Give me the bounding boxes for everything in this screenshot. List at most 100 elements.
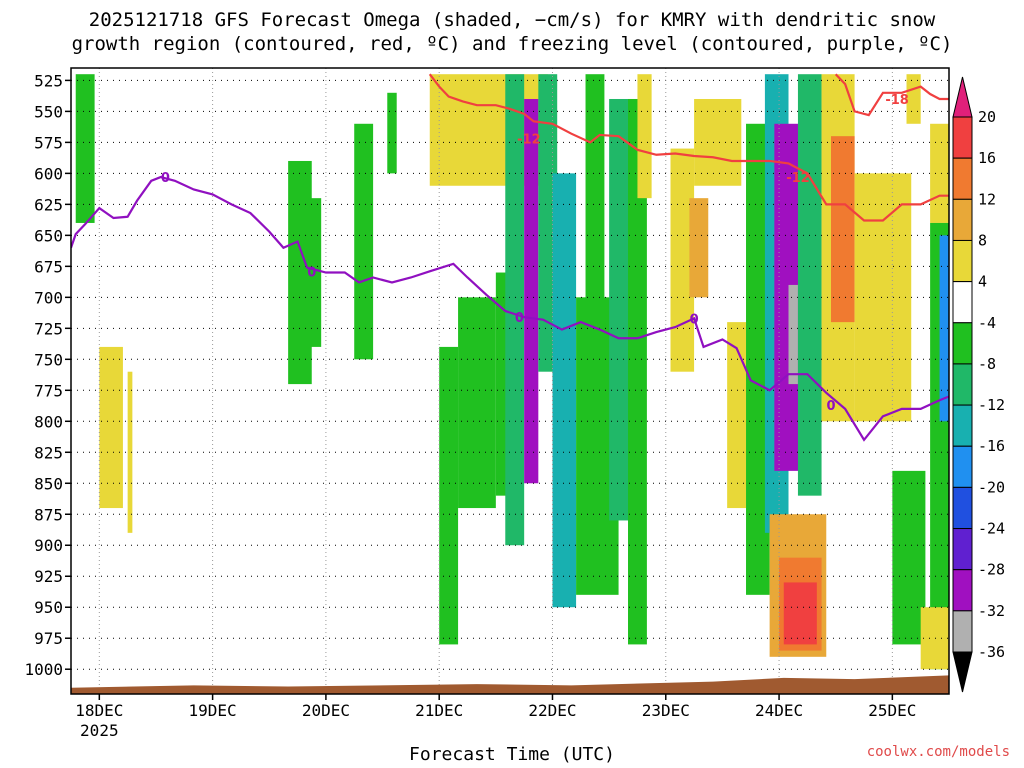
colorbar-label-8: -16	[978, 437, 1005, 455]
contour-line-0	[71, 175, 949, 442]
contour-line-2	[834, 73, 949, 117]
omega-region-28	[788, 284, 798, 385]
omega-region-25	[746, 123, 770, 595]
omega-region-9	[439, 346, 459, 645]
omega-region-38	[930, 123, 949, 223]
colorbar-band-12	[952, 610, 973, 653]
plot-frame	[70, 67, 950, 695]
omega-region-36	[892, 470, 926, 645]
temperature-contours: 0 0 0 0 0 -12 -12 -18	[71, 73, 949, 442]
chart-title: 2025121718 GFS Forecast Omega (shaded, −…	[0, 8, 1024, 56]
y-tick-label-975: 975	[34, 629, 63, 648]
omega-region-6	[354, 123, 374, 360]
colorbar-band-10	[952, 528, 973, 571]
colorbar-label-11: -28	[978, 561, 1005, 579]
colorbar-bottom-arrow	[952, 651, 973, 693]
colorbar: 20 16 12 8 4 -4 -8 -12 -16 -20 -24 -28 -32 -36	[952, 76, 1005, 693]
colorbar-label-7: -12	[978, 396, 1005, 414]
y-tick-label-925: 925	[34, 567, 63, 586]
contour-label-0-1: 0	[307, 265, 316, 280]
colorbar-band-3	[952, 239, 973, 283]
omega-region-40	[939, 235, 949, 422]
grid-lines	[71, 68, 949, 694]
y-tick-label-950: 950	[34, 598, 63, 617]
contour-label-1-1: -12	[786, 171, 810, 186]
y-tick-label-650: 650	[34, 226, 63, 245]
y-tick-label-725: 725	[34, 319, 63, 338]
colorbar-label-2: 12	[978, 190, 996, 208]
y-tick-label-750: 750	[34, 350, 63, 369]
x-tick-label-1: 19DEC	[189, 701, 237, 720]
x-tick-label-0: 18DEC	[75, 701, 123, 720]
y-tick-label-575: 575	[34, 133, 63, 152]
colorbar-label-0: 20	[978, 108, 996, 126]
omega-region-0	[75, 74, 95, 223]
x-axis-label: Forecast Time (UTC)	[409, 744, 615, 765]
omega-region-24	[727, 322, 747, 509]
colorbar-label-1: 16	[978, 149, 996, 167]
contour-label-1-0: -12	[517, 133, 541, 148]
y-tick-label-900: 900	[34, 536, 63, 555]
colorbar-label-5: -4	[978, 314, 996, 332]
omega-shading	[75, 74, 949, 670]
omega-region-32	[783, 582, 817, 645]
omega-region-2	[99, 346, 123, 509]
x-tick-label-2: 20DEC	[302, 701, 350, 720]
colorbar-band-7	[952, 404, 973, 447]
colorbar-label-6: -8	[978, 355, 996, 373]
omega-region-34	[830, 136, 855, 323]
contour-label-0-3: 0	[690, 312, 699, 327]
ground-surface	[71, 675, 949, 694]
y-tick-label-800: 800	[34, 412, 63, 431]
omega-region-35	[854, 173, 912, 422]
colorbar-label-9: -20	[978, 478, 1005, 496]
colorbar-band-0	[952, 116, 973, 159]
omega-region-19	[628, 98, 647, 645]
x-tick-label-3: 21DEC	[415, 701, 463, 720]
title-line-2: growth region (contoured, red, ºC) and f…	[71, 33, 953, 55]
colorbar-band-11	[952, 569, 973, 612]
omega-region-17	[585, 74, 605, 385]
omega-region-3	[127, 371, 133, 533]
y-tick-label-675: 675	[34, 257, 63, 276]
x-year-label: 2025	[80, 721, 119, 740]
omega-region-15	[552, 173, 577, 608]
y-tick-label-775: 775	[34, 381, 63, 400]
colorbar-band-6	[952, 363, 973, 406]
contour-label-0-2: 0	[515, 311, 524, 326]
omega-region-20	[637, 74, 652, 199]
colorbar-band-4	[952, 281, 973, 324]
colorbar-label-12: -32	[978, 602, 1005, 620]
omega-region-7	[387, 92, 397, 174]
y-tick-label-625: 625	[34, 195, 63, 214]
colorbar-band-9	[952, 486, 973, 530]
colorbar-label-4: 4	[978, 273, 987, 291]
colorbar-band-8	[952, 445, 973, 488]
y-tick-label-550: 550	[34, 102, 63, 121]
contour-label-0-0: 0	[161, 171, 170, 186]
ground-fill	[71, 675, 949, 694]
omega-region-13	[524, 98, 539, 484]
omega-region-29	[797, 74, 822, 496]
omega-region-18	[609, 98, 633, 521]
omega-region-22	[689, 198, 709, 298]
contour-line-1	[428, 73, 949, 222]
colorbar-label-3: 8	[978, 231, 987, 249]
title-line-1: 2025121718 GFS Forecast Omega (shaded, −…	[88, 9, 936, 31]
x-axis-ticks: 18DEC 19DEC 20DEC 21DEC 22DEC 23DEC 24DEC 25DEC…	[75, 694, 916, 740]
credit-link[interactable]: coolwx.com/models	[866, 744, 1010, 760]
y-tick-label-600: 600	[34, 164, 63, 183]
colorbar-band-5	[952, 322, 973, 365]
omega-region-41	[920, 607, 949, 670]
y-tick-label-700: 700	[34, 288, 63, 307]
colorbar-band-1	[952, 157, 973, 200]
colorbar-top-arrow	[952, 76, 973, 118]
colorbar-label-10: -24	[978, 520, 1005, 538]
y-tick-label-875: 875	[34, 505, 63, 524]
colorbar-band-2	[952, 198, 973, 241]
y-tick-label-850: 850	[34, 474, 63, 493]
omega-region-12	[505, 74, 525, 546]
x-tick-label-5: 23DEC	[642, 701, 690, 720]
colorbar-label-13: -36	[978, 643, 1005, 661]
